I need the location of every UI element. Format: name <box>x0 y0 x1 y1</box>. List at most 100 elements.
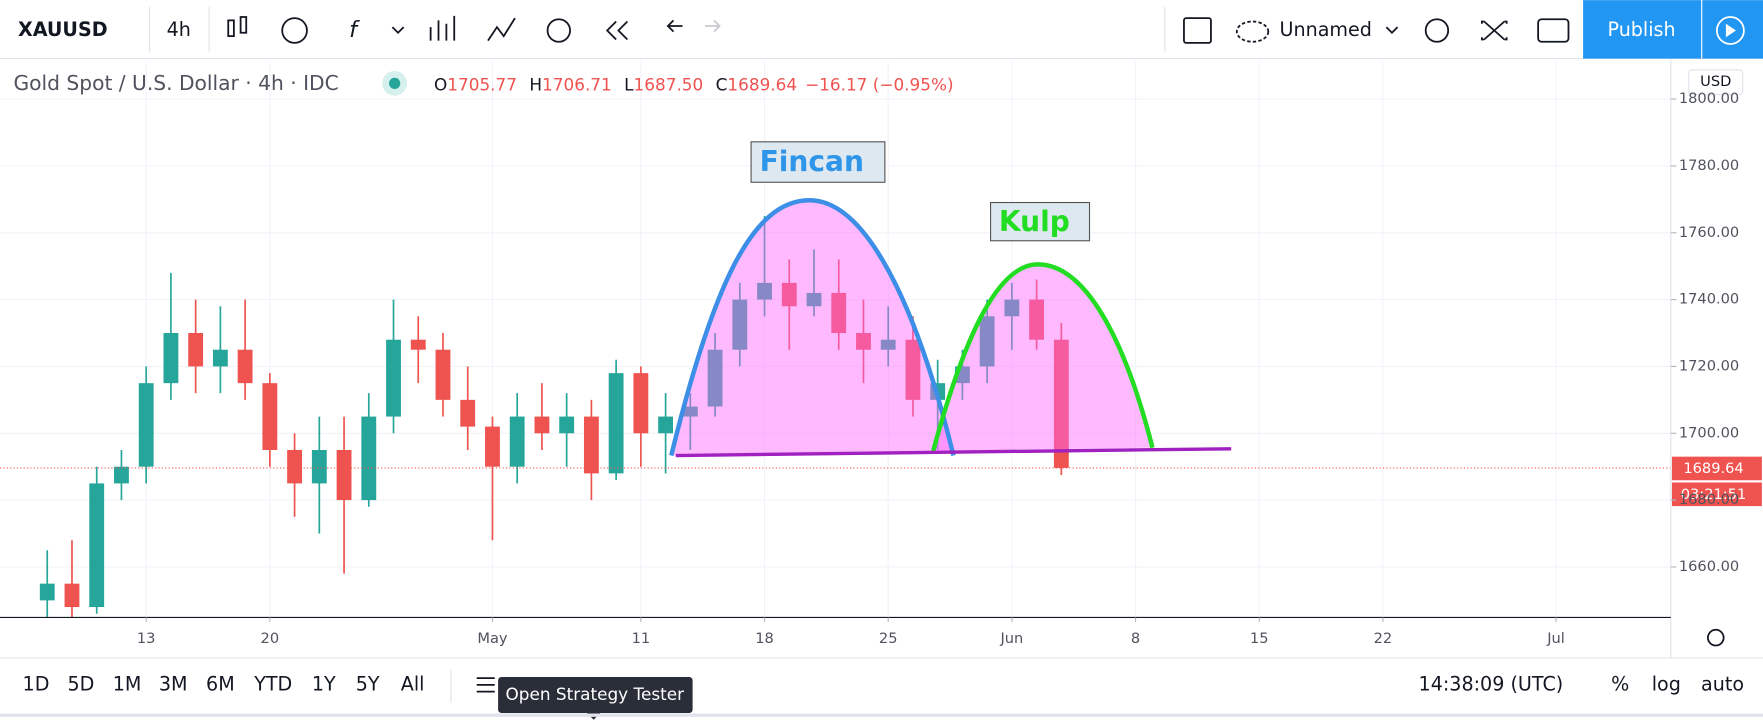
ohlc-value: 1687.50 <box>634 75 704 95</box>
symbol[interactable]: XAUUSD <box>18 18 108 41</box>
range-button[interactable]: All <box>401 672 425 695</box>
currency-box[interactable] <box>1688 69 1744 96</box>
candle-body <box>509 416 525 467</box>
cloud-icon[interactable] <box>1235 20 1270 43</box>
candle-body <box>856 333 871 350</box>
compare-icon[interactable] <box>429 15 456 41</box>
candle-body <box>707 349 723 407</box>
range-button[interactable]: 3M <box>159 672 188 695</box>
cup-label-box[interactable] <box>750 141 886 183</box>
ohlc-key: L <box>624 75 634 95</box>
candle-body <box>880 339 896 350</box>
plot <box>0 61 1671 618</box>
range-button[interactable]: 5D <box>68 672 95 695</box>
countdown: 03:21:51 <box>1681 486 1747 503</box>
indicator-add-icon[interactable] <box>281 17 308 44</box>
range-button[interactable]: 1M <box>113 672 142 695</box>
status-dot <box>389 77 401 89</box>
candle-body <box>262 383 278 450</box>
ohlc-key: H <box>529 75 542 95</box>
settings-icon[interactable] <box>1424 18 1450 43</box>
alert-icon[interactable] <box>546 18 571 43</box>
price-tags: 03:21:51 1689.64 <box>1671 456 1762 507</box>
camera-icon[interactable] <box>1537 18 1570 43</box>
handle-arc[interactable] <box>931 262 1155 452</box>
tooltip-text: Open Strategy Tester <box>506 684 685 704</box>
range-button[interactable]: 1Y <box>312 672 336 695</box>
cup-label: Fincan <box>760 145 864 178</box>
range-button[interactable]: YTD <box>253 672 292 695</box>
undo-icon[interactable] <box>666 19 683 33</box>
x-tick-label: 13 <box>137 630 156 647</box>
clock: 14:38:09 (UTC) <box>1419 672 1564 695</box>
candle-body <box>658 416 674 434</box>
scale-option[interactable]: auto <box>1701 672 1744 695</box>
candle-body <box>806 292 822 307</box>
y-tick-label: 1760.00 <box>1679 224 1739 241</box>
candle-body <box>311 449 327 484</box>
handle-label-box[interactable] <box>990 201 1091 242</box>
candle-body <box>114 466 129 484</box>
candle-body <box>979 316 995 367</box>
indicators-icon[interactable]: f <box>349 17 360 43</box>
ohlc-value: 1706.71 <box>542 75 612 95</box>
candle-body <box>39 583 55 601</box>
expand-icon[interactable] <box>1481 20 1508 41</box>
candle-body <box>633 373 649 434</box>
dropdown-icon[interactable] <box>1385 26 1399 35</box>
candle-body <box>237 349 253 384</box>
ohlc-key: O <box>434 75 447 95</box>
range-button[interactable]: 6M <box>206 672 235 695</box>
fullscreen-box-icon[interactable] <box>1183 17 1212 44</box>
dropdown-icon[interactable] <box>391 26 405 35</box>
y-tick-label: 1740.00 <box>1679 291 1739 308</box>
interval[interactable]: 4h <box>167 18 191 41</box>
last-price-label: 1689.64 <box>1683 460 1743 477</box>
candle-body <box>188 333 204 367</box>
candle-body <box>435 349 451 400</box>
x-tick-label: 18 <box>755 630 774 647</box>
settings-icon[interactable] <box>1707 628 1725 647</box>
range-button[interactable]: 5Y <box>356 672 380 695</box>
ohlc-key: C <box>716 75 728 95</box>
candle-body <box>361 416 377 501</box>
y-tick-label: 1800.00 <box>1679 90 1739 107</box>
publish-button[interactable] <box>1583 0 1702 59</box>
redo-icon[interactable] <box>704 19 721 33</box>
candle-body <box>781 282 797 307</box>
range-button[interactable]: 1D <box>23 672 50 695</box>
x-tick-label: 15 <box>1250 630 1269 647</box>
layout-name[interactable]: Unnamed <box>1280 18 1372 41</box>
candle-body <box>64 583 80 608</box>
candle-body <box>89 483 105 608</box>
cup-arc[interactable] <box>669 198 956 457</box>
play-triangle <box>1725 23 1737 38</box>
x-tick-label: 22 <box>1374 630 1393 647</box>
replay-icon[interactable] <box>605 20 629 41</box>
y-tick-label: 1780.00 <box>1679 157 1739 174</box>
scale-option[interactable]: log <box>1652 672 1681 695</box>
candle-body <box>682 406 698 417</box>
countdown-tag <box>1671 482 1762 507</box>
candle-body <box>831 292 847 334</box>
ohlc-change: −16.17 (−0.95%) <box>805 75 954 95</box>
x-tick-label: 8 <box>1131 630 1140 647</box>
candle-type-icon[interactable] <box>227 16 248 38</box>
candle-body <box>1004 299 1020 317</box>
x-tick-label: 11 <box>632 630 651 647</box>
publish-label: Publish <box>1608 18 1676 41</box>
tooltip <box>498 677 693 713</box>
templates-icon[interactable] <box>487 17 516 42</box>
candle-body <box>212 349 228 367</box>
range-buttons: 1D 5D 1M 3M 6M YTD 1Y 5Y All <box>23 672 425 695</box>
ohlc-value: 1689.64 <box>727 75 797 95</box>
strategy-icon[interactable] <box>476 677 495 693</box>
scale-option[interactable]: % <box>1611 672 1629 695</box>
neckline[interactable] <box>675 447 1232 458</box>
candle-body <box>905 339 921 400</box>
candle-body <box>386 339 401 417</box>
candle-body <box>757 282 772 300</box>
candle-body <box>163 333 179 384</box>
candle-body <box>410 339 426 350</box>
